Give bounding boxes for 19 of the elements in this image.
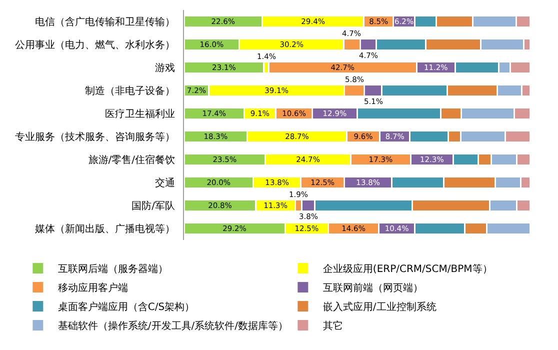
legend-label: 互联网后端（服务器端） (58, 263, 168, 276)
y-tick-label: 媒体（新闻出版、广播电视等） (35, 223, 175, 235)
y-tick-label: 电信（含广电传输和卫星传输） (35, 16, 175, 28)
legend-label: 互联网前端（网页端） (322, 282, 423, 294)
legend-label: 移动应用客户端 (58, 282, 128, 294)
y-tick-label: 医疗卫生福利业 (105, 108, 175, 120)
legend-label: 其它 (322, 320, 343, 332)
y-tick-label: 游戏 (155, 62, 175, 74)
y-tick-label: 公用事业（电力、燃气、水利水务） (15, 39, 175, 51)
y-tick-label: 国防/军队 (132, 200, 175, 212)
legend-label: 嵌入式应用/工业控制系统 (322, 301, 436, 314)
legend-label: 桌面客户端应用（含C/S架构） (58, 301, 195, 314)
y-tick-label: 专业服务（技术服务、咨询服务等） (15, 131, 175, 143)
legend-label: 企业级应用(ERP/CRM/SCM/BPM等） (322, 263, 492, 276)
bar (184, 61, 265, 74)
y-tick-label: 旅游/零售/住宿餐饮 (88, 154, 175, 166)
y-tick-label: 制造（非电子设备） (85, 85, 175, 97)
y-tick-label: 交通 (155, 177, 175, 189)
legend-label: 基础软件（操作系统/开发工具/系统软件/数据库等） (58, 320, 288, 332)
